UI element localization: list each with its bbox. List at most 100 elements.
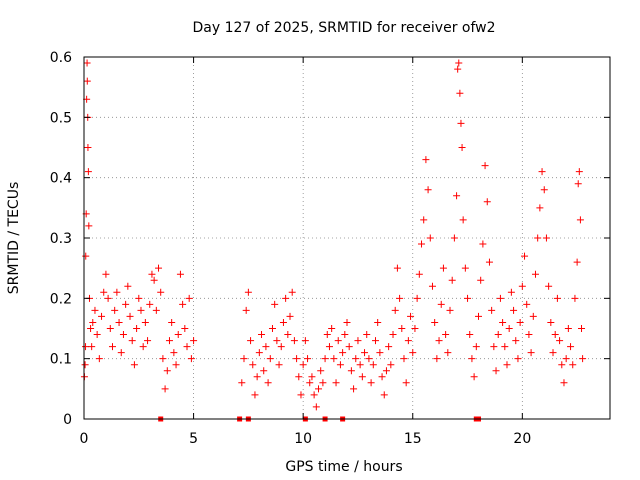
data-point [262,343,270,351]
data-point [516,318,524,326]
data-point [531,270,539,278]
data-point [573,258,581,266]
data-point [83,77,91,85]
data-point [258,331,266,339]
data-point [238,379,246,387]
data-point [393,264,401,272]
data-point [299,361,307,369]
data-point [404,337,412,345]
data-point [150,276,158,284]
data-point [512,337,520,345]
data-point [146,300,154,308]
data-point [418,240,426,248]
data-point [382,367,390,375]
data-point [308,373,316,381]
chart-title: Day 127 of 2025, SRMTID for receiver ofw… [192,20,495,36]
data-point [538,168,546,176]
data-point [371,337,379,345]
y-axis-label: SRMTID / TECUs [6,182,22,295]
data-point [574,180,582,188]
data-point [562,355,570,363]
data-point [534,234,542,242]
data-point [87,325,95,332]
data-point [503,361,511,369]
data-point [420,216,428,224]
data-point [567,343,575,351]
data-point [130,361,138,369]
data-point [387,361,395,369]
x-axis-label: GPS time / hours [285,459,402,475]
data-point [279,318,287,326]
data-point [542,234,550,242]
data-point [84,168,92,176]
data-point [396,294,404,302]
data-point [255,349,263,357]
data-point [376,349,384,357]
data-point [165,337,173,345]
data-point [571,294,579,302]
data-point [490,343,498,351]
data-point [369,361,377,369]
data-point [260,367,268,375]
data-point [271,300,279,308]
data-point [422,156,430,164]
data-point [315,385,323,393]
data-point [553,294,561,302]
data-point [433,355,441,363]
data-point [277,343,285,351]
data-point [152,306,160,314]
data-point [321,355,329,363]
data-point [124,282,132,290]
data-point [505,325,513,332]
data-point [354,337,362,345]
data-point [244,288,252,296]
data-point [448,276,456,284]
data-point [523,300,531,308]
data-point [176,270,184,278]
data-point [459,216,467,224]
data-point [330,355,338,363]
data-point [363,331,371,339]
data-point [89,318,97,326]
data-point [144,337,152,345]
data-point [157,288,165,296]
data-point [545,282,553,290]
data-point [415,270,423,278]
data-point [510,306,518,314]
data-point [126,312,134,320]
data-point [575,168,583,176]
data-point [328,325,336,332]
data-point [297,391,305,399]
data-point [161,385,169,393]
data-point [141,318,149,326]
data-point [282,294,290,302]
data-point [325,343,333,351]
data-point [358,373,366,381]
data-point [122,300,130,308]
x-tick-label: 10 [294,431,312,447]
data-point [100,288,108,296]
data-point [466,331,474,339]
y-tick-label: 0.2 [50,291,72,307]
data-point [336,361,344,369]
data-point [137,306,145,314]
data-point [168,318,176,326]
data-point [310,391,318,399]
data-point [275,361,283,369]
data-point [163,367,171,375]
plot-frame [83,56,611,420]
data-point [446,306,454,314]
data-point [172,361,180,369]
data-point [135,294,143,302]
data-point [458,144,466,151]
x-tick-label: 15 [404,431,422,447]
data-point [549,349,557,357]
data-point [428,282,436,290]
data-point [181,325,189,332]
data-point [439,264,447,272]
data-point [374,318,382,326]
data-point [385,343,393,351]
data-point [361,349,369,357]
data-point [102,270,110,278]
data-point [501,343,509,351]
